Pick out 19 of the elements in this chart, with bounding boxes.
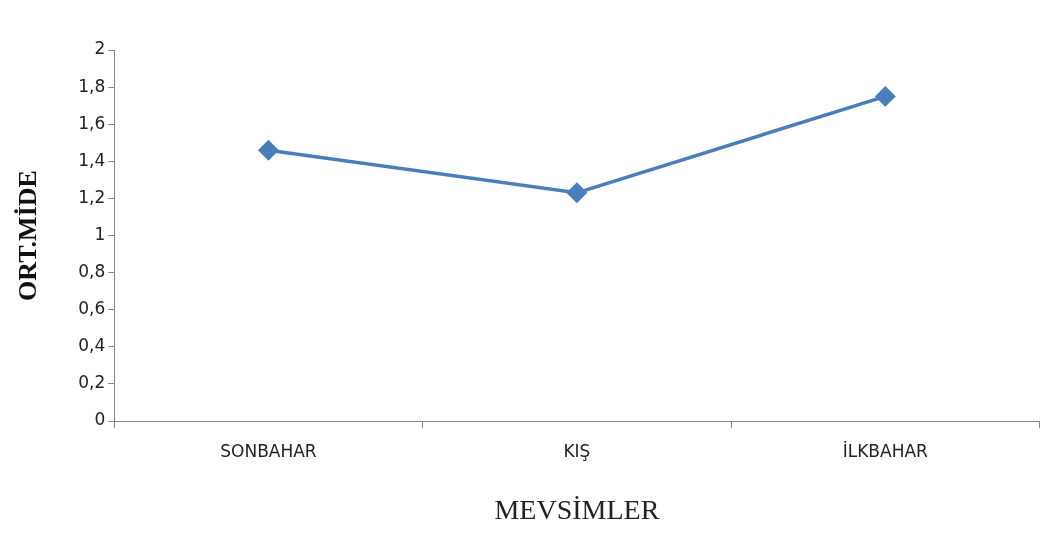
y-tick-label: 0,2 [78, 372, 106, 393]
point [567, 183, 587, 203]
y-tick-label: 1 [94, 223, 106, 244]
y-tick-label: 2 [94, 38, 106, 59]
y-tick-label: 0 [94, 409, 106, 430]
y-tick-label: 0,4 [78, 335, 106, 356]
x-tick-label: İLKBAHAR [842, 440, 929, 461]
x-tick-label: SONBAHAR [220, 440, 317, 461]
y-tick-label: 1,6 [78, 112, 106, 133]
y-axis-title: ORT.MİDE [13, 170, 43, 301]
x-axis-title: MEVSİMLER [494, 493, 660, 525]
y-tick-label: 1,4 [78, 149, 106, 170]
y-tick-label: 1,2 [78, 186, 106, 207]
x-tick-label: KIŞ [563, 440, 591, 461]
y-tick-label: 0,6 [78, 298, 106, 319]
y-tick-label: 1,8 [78, 75, 106, 96]
y-tick-label: 0,8 [78, 261, 106, 282]
point [875, 86, 896, 107]
point [258, 140, 279, 160]
